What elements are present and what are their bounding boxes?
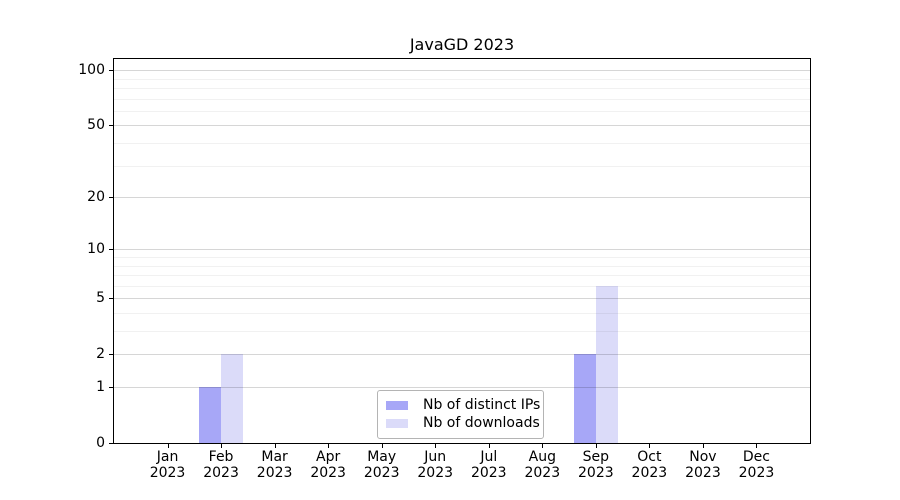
y-tick-label: 1	[96, 379, 105, 395]
x-tick-year: 2023	[363, 465, 400, 481]
x-tick	[274, 444, 276, 448]
y-tick	[109, 197, 114, 199]
y-tick-label: 50	[87, 117, 105, 134]
x-tick-year: 2023	[149, 465, 186, 481]
x-tick-month: Sep	[582, 449, 610, 465]
gridline-minor	[114, 98, 810, 100]
x-tick	[488, 444, 490, 448]
x-tick	[542, 444, 544, 448]
bar-distinct-ips	[573, 354, 596, 443]
plot-area	[113, 58, 811, 444]
y-tick-label: 5	[96, 290, 105, 307]
x-tick-month: Jul	[480, 449, 498, 465]
x-tick-label: Dec 2023	[724, 449, 788, 481]
x-tick	[435, 444, 437, 448]
x-tick-year: 2023	[631, 465, 668, 481]
y-tick-label: 0	[96, 435, 105, 451]
gridline-minor	[114, 143, 810, 144]
x-tick	[381, 444, 383, 448]
x-tick-year: 2023	[417, 465, 454, 481]
legend: Nb of distinct IPs Nb of downloads	[377, 390, 544, 439]
x-tick	[167, 444, 169, 448]
gridline-minor	[114, 285, 810, 287]
gridline-major	[114, 125, 810, 127]
y-tick	[109, 354, 114, 356]
x-tick-month: Nov	[689, 449, 717, 465]
legend-swatch-distinct-ips-icon	[386, 400, 408, 410]
x-tick-year: 2023	[256, 465, 293, 481]
gridline-minor	[114, 110, 810, 112]
x-tick-month: Apr	[316, 449, 341, 465]
y-tick	[109, 298, 114, 300]
bar-distinct-ips	[199, 387, 222, 443]
x-tick-month: Aug	[528, 449, 556, 465]
x-tick-month: Mar	[261, 449, 288, 465]
gridline-minor	[114, 88, 810, 89]
x-tick-month: May	[367, 449, 397, 465]
x-tick-year: 2023	[685, 465, 721, 481]
y-tick-label: 10	[87, 241, 105, 258]
x-tick	[221, 444, 223, 448]
x-tick-label: Mar 2023	[243, 449, 307, 481]
x-tick-label: May 2023	[350, 449, 414, 481]
legend-item-downloads: Nb of downloads	[386, 415, 540, 432]
x-tick	[702, 444, 704, 448]
x-tick-label: Jan 2023	[136, 449, 200, 481]
bar-downloads	[595, 285, 618, 443]
gridline-minor	[114, 165, 810, 167]
gridline-minor	[114, 312, 810, 314]
x-tick-label: Aug 2023	[510, 449, 574, 481]
gridline-minor	[114, 331, 810, 332]
y-tick	[109, 125, 114, 127]
x-tick-year: 2023	[578, 465, 614, 481]
x-tick-label: Sep 2023	[564, 449, 628, 481]
x-tick-year: 2023	[310, 465, 346, 481]
x-tick	[649, 444, 651, 448]
gridline-minor	[114, 265, 810, 267]
x-tick-year: 2023	[203, 465, 239, 481]
gridline-major	[114, 197, 810, 199]
x-tick-label: Oct 2023	[617, 449, 681, 481]
x-tick-label: Jul 2023	[457, 449, 521, 481]
x-tick-month: Feb	[208, 449, 234, 465]
y-tick-label: 20	[87, 189, 105, 206]
legend-label-downloads: Nb of downloads	[423, 415, 540, 432]
legend-label-distinct-ips: Nb of distinct IPs	[423, 396, 541, 413]
x-tick-year: 2023	[738, 465, 775, 481]
y-tick	[109, 387, 114, 388]
y-tick	[109, 249, 114, 251]
gridline-major	[114, 298, 810, 300]
x-tick-label: Jun 2023	[403, 449, 467, 481]
legend-item-distinct-ips: Nb of distinct IPs	[386, 397, 540, 414]
x-tick-month: Dec	[742, 449, 770, 465]
x-tick-month: Oct	[637, 449, 662, 465]
x-tick-label: Nov 2023	[671, 449, 735, 481]
gridline-major	[114, 249, 810, 251]
x-tick-year: 2023	[470, 465, 507, 481]
x-tick	[328, 444, 330, 448]
chart-title: JavaGD 2023	[409, 35, 515, 54]
gridline-minor	[114, 256, 810, 258]
x-tick	[756, 444, 758, 448]
y-tick	[109, 70, 114, 72]
bar-downloads	[221, 354, 244, 443]
y-tick-label: 100	[78, 62, 105, 79]
y-tick-label: 2	[96, 346, 105, 363]
gridline-major	[114, 70, 810, 72]
gridline-major	[114, 354, 810, 356]
x-tick-month: Jun	[424, 449, 447, 465]
gridline-minor	[114, 275, 810, 277]
gridline-minor	[114, 78, 810, 80]
x-tick-label: Feb 2023	[189, 449, 253, 481]
x-tick-year: 2023	[524, 465, 561, 481]
x-tick	[595, 444, 597, 448]
y-tick	[109, 443, 114, 444]
gridline-major	[114, 387, 810, 388]
x-tick-month: Jan	[156, 449, 179, 465]
legend-swatch-downloads-icon	[386, 419, 408, 429]
x-tick-label: Apr 2023	[296, 449, 360, 481]
